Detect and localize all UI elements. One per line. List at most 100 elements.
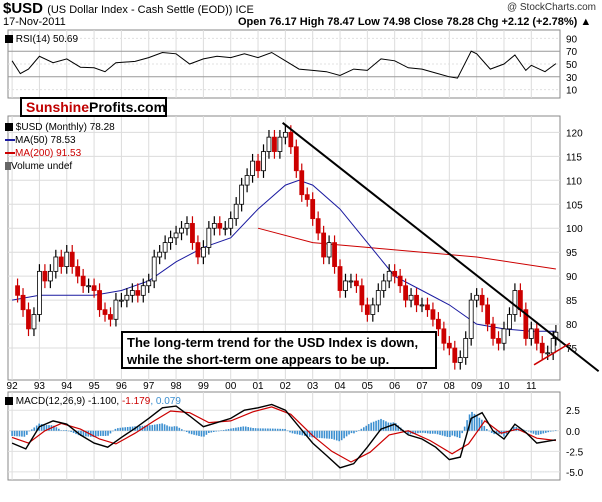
macd-hist-bar — [176, 426, 178, 431]
macd-hist-bar — [55, 427, 58, 431]
macd-hist-bar — [158, 423, 161, 431]
candle-body — [266, 136, 272, 152]
candle-body — [140, 285, 146, 296]
y-tick-label: 110 — [566, 176, 582, 187]
x-tick-label: 08 — [444, 381, 456, 392]
panel-frame-2 — [7, 391, 561, 481]
candle-body — [403, 285, 409, 301]
macd-hist-bar — [168, 426, 171, 431]
macd-hist-bar — [180, 429, 183, 431]
macd-hist-bar — [45, 425, 48, 431]
x-tick-label: 00 — [225, 381, 237, 392]
rsi-label: RSI(14) 50.69 — [15, 34, 79, 45]
macd-hist-bar — [136, 426, 139, 431]
candle-body — [534, 328, 540, 344]
candle-body — [337, 266, 343, 291]
macd-hist-label: , 0.079 — [150, 396, 181, 407]
macd-hist-bar — [279, 428, 281, 431]
macd-hist-bar — [117, 428, 119, 431]
macd-hist-bar — [495, 430, 498, 435]
macd-signal-line — [11, 406, 556, 463]
candle-body — [217, 223, 223, 229]
macd-hist-bar — [345, 430, 348, 437]
macd-hist-bar — [360, 428, 363, 431]
macd-hist-bar — [23, 430, 26, 437]
macd-hist-bar — [540, 430, 542, 435]
macd-hist-bar — [343, 430, 345, 439]
macd-hist-bar — [549, 430, 552, 432]
legend-ma200: MA(200) 91.53 — [5, 147, 115, 160]
macd-hist-bar — [104, 430, 107, 436]
y-tick-label: 120 — [566, 128, 583, 139]
macd-hist-bar — [422, 430, 424, 433]
macd-hist-bar — [385, 421, 387, 431]
macd-hist-bar — [367, 424, 370, 431]
macd-hist-bar — [119, 427, 122, 431]
macd-hist-bar — [215, 430, 218, 432]
macd-hist-bar — [429, 430, 431, 434]
macd-hist-bar — [554, 430, 557, 431]
y-tick-label: 100 — [566, 224, 583, 235]
candle-body — [75, 266, 81, 277]
chart-date: 17-Nov-2011 — [3, 16, 66, 28]
macd-hist-bar — [362, 427, 365, 431]
macd-hist-bar — [62, 430, 65, 431]
candle-body — [474, 294, 480, 301]
y-tick-label: 80 — [566, 320, 578, 331]
macd-hist-bar — [532, 430, 535, 434]
macd-hist-bar — [149, 425, 151, 431]
candle-body — [430, 309, 436, 320]
macd-hist-bar — [340, 430, 343, 441]
macd-hist-bar — [75, 430, 77, 435]
candle-body — [392, 270, 398, 277]
candle-body — [102, 309, 108, 315]
macd-hist-bar — [294, 430, 296, 434]
candle-body — [113, 299, 119, 320]
macd-hist-bar — [485, 429, 488, 431]
candle-body — [20, 294, 26, 311]
macd-hist-bar — [335, 430, 338, 441]
macd-hist-bar — [237, 427, 240, 431]
candle-body — [359, 285, 365, 306]
candle-body — [277, 136, 283, 152]
macd-hist-bar — [451, 430, 454, 436]
y-tick-label: 75 — [566, 344, 578, 355]
candle-body — [86, 285, 92, 288]
macd-hist-bar — [394, 423, 397, 431]
legend-volume: Volume undef — [5, 160, 115, 173]
rsi-legend: RSI(14) 50.69 — [5, 34, 78, 45]
y-tick-label: 95 — [566, 248, 578, 259]
macd-hist-bar — [200, 430, 203, 437]
macd-hist-bar — [153, 424, 156, 431]
macd-hist-bar — [372, 421, 375, 431]
macd-hist-bar — [535, 430, 537, 435]
x-tick-label: 92 — [7, 381, 19, 392]
candle-body — [441, 328, 447, 344]
macd-hist-bar — [397, 425, 400, 431]
macd-hist-bar — [109, 430, 112, 434]
rsi-tick-label: 70 — [566, 47, 578, 58]
source-label[interactable]: @ StockCharts.com — [506, 2, 596, 13]
x-tick-label: 99 — [198, 381, 210, 392]
macd-hist-bar — [271, 428, 274, 431]
macd-hist-bar — [178, 427, 181, 431]
macd-hist-bar — [308, 430, 311, 437]
x-tick-label: 07 — [416, 381, 428, 392]
x-tick-label: 93 — [34, 381, 46, 392]
macd-hist-bar — [92, 430, 95, 437]
macd-hist-bar — [284, 428, 286, 431]
x-tick-label: 09 — [471, 381, 483, 392]
macd-tick-label: 2.5 — [566, 406, 580, 417]
macd-tick-label: -5.0 — [566, 468, 584, 479]
y-tick-label: 90 — [566, 272, 578, 283]
macd-hist-bar — [90, 430, 92, 437]
candle-body — [97, 290, 102, 311]
macd-hist-bar — [53, 425, 55, 431]
macd-hist-bar — [99, 430, 102, 436]
macd-hist-bar — [530, 430, 532, 433]
x-tick-label: 03 — [307, 381, 319, 392]
macd-hist-bar — [439, 430, 441, 435]
macd-hist-bar — [151, 424, 154, 431]
downtrend-line — [282, 122, 600, 373]
candle-body — [233, 203, 239, 220]
